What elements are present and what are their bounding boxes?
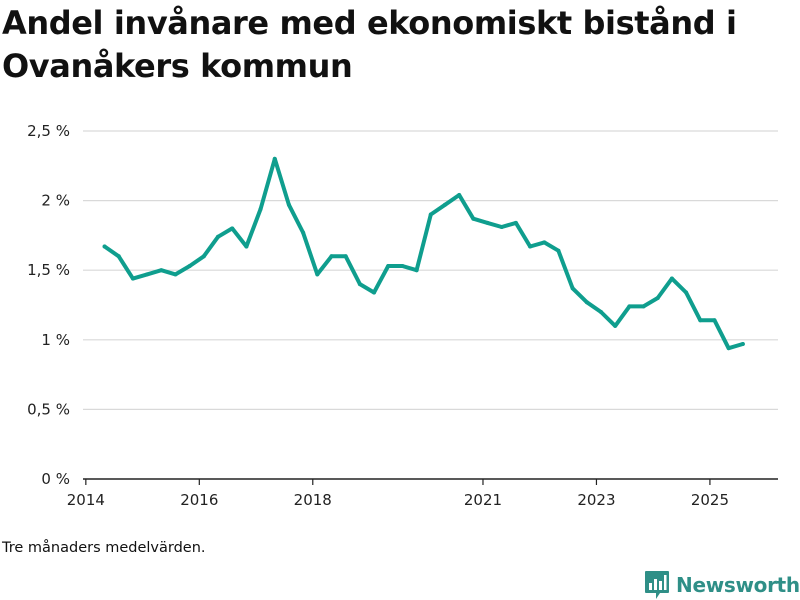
data-point[interactable]: [712, 318, 717, 323]
data-point[interactable]: [201, 254, 206, 259]
chart-title: Andel invånare med ekonomiskt bistånd i …: [2, 4, 737, 85]
data-point[interactable]: [542, 240, 547, 245]
brand-name: Newsworthy: [676, 573, 800, 597]
data-point[interactable]: [315, 272, 320, 277]
data-point[interactable]: [584, 300, 589, 305]
y-tick-label: 2 %: [41, 192, 70, 210]
data-point[interactable]: [216, 234, 221, 239]
x-tick-label: 2014: [67, 491, 105, 509]
data-point[interactable]: [301, 230, 306, 235]
data-point[interactable]: [329, 254, 334, 259]
data-point[interactable]: [343, 254, 348, 259]
brand-logo[interactable]: Newsworthy: [644, 570, 800, 600]
data-point[interactable]: [414, 268, 419, 273]
data-point[interactable]: [428, 212, 433, 217]
data-point[interactable]: [471, 216, 476, 221]
series-line: [102, 156, 745, 351]
y-tick-label: 1,5 %: [27, 261, 70, 279]
data-point[interactable]: [244, 244, 249, 249]
footnote: Tre månaders medelvärden.: [2, 540, 206, 556]
data-point[interactable]: [187, 264, 192, 269]
data-point[interactable]: [372, 290, 377, 295]
data-point[interactable]: [528, 244, 533, 249]
data-point[interactable]: [513, 220, 518, 225]
x-tick-label: 2016: [180, 491, 218, 509]
data-point[interactable]: [740, 341, 745, 346]
y-tick-label: 0,5 %: [27, 400, 70, 418]
x-tick-label: 2018: [294, 491, 332, 509]
x-tick-label: 2025: [691, 491, 729, 509]
y-tick-label: 0 %: [41, 470, 70, 488]
data-point[interactable]: [698, 318, 703, 323]
series-layer: [102, 156, 745, 351]
data-point[interactable]: [130, 276, 135, 281]
data-point[interactable]: [400, 264, 405, 269]
data-point[interactable]: [457, 193, 462, 198]
data-point[interactable]: [613, 323, 618, 328]
data-point[interactable]: [258, 206, 263, 211]
x-tick-label: 2021: [464, 491, 502, 509]
bar-chart-logo-icon: [645, 571, 669, 599]
data-point[interactable]: [386, 264, 391, 269]
data-point[interactable]: [556, 248, 561, 253]
data-point[interactable]: [485, 220, 490, 225]
data-point[interactable]: [230, 226, 235, 231]
data-point[interactable]: [570, 286, 575, 291]
gridlines: [83, 130, 778, 410]
data-point[interactable]: [145, 272, 150, 277]
data-point[interactable]: [272, 156, 277, 161]
data-point[interactable]: [726, 346, 731, 351]
data-point[interactable]: [499, 225, 504, 230]
data-point[interactable]: [641, 304, 646, 309]
data-point[interactable]: [357, 282, 362, 287]
y-axis-ticks: 0 % 0,5 % 1 % 1,5 % 2 % 2,5 %: [27, 122, 70, 488]
data-point[interactable]: [286, 202, 291, 207]
data-point[interactable]: [627, 304, 632, 309]
data-point[interactable]: [655, 296, 660, 301]
data-point[interactable]: [684, 290, 689, 295]
y-tick-label: 2,5 %: [27, 122, 70, 140]
x-axis-ticks: 2014 2016 2018 2021 2023 2025: [67, 479, 729, 509]
data-point[interactable]: [598, 309, 603, 314]
data-point[interactable]: [116, 254, 121, 259]
data-point[interactable]: [173, 272, 178, 277]
data-point[interactable]: [669, 276, 674, 281]
data-point[interactable]: [442, 202, 447, 207]
x-tick-label: 2023: [577, 491, 615, 509]
data-point[interactable]: [159, 268, 164, 273]
data-point[interactable]: [102, 244, 107, 249]
y-tick-label: 1 %: [41, 331, 70, 349]
